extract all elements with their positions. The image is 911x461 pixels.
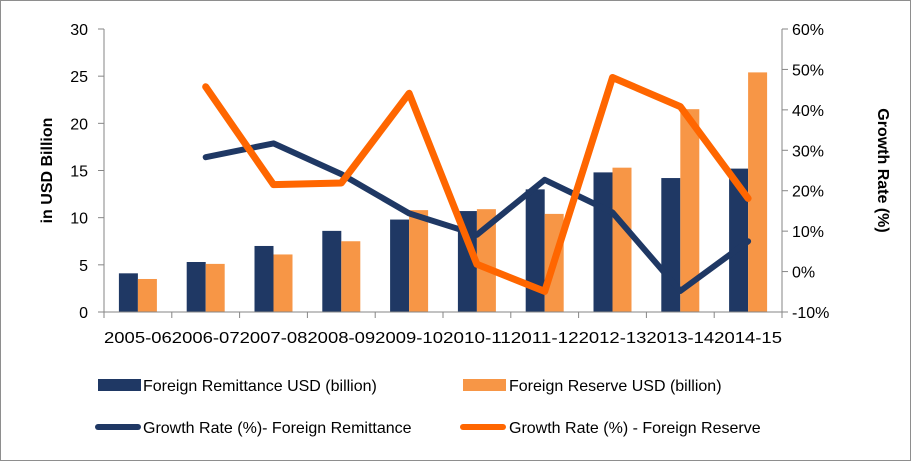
left-tick-label: 25 bbox=[70, 69, 88, 86]
legend-key-1 bbox=[463, 379, 506, 391]
bar-remittance-2005-06 bbox=[118, 273, 138, 312]
bar-remittance-2014-15 bbox=[729, 168, 749, 312]
legend: Foreign Remittance USD (billion) Foreign … bbox=[95, 378, 761, 437]
right-tick-label: 0% bbox=[792, 265, 815, 282]
x-tick-label: 2013-14 bbox=[646, 330, 714, 347]
x-tick-label: 2008-09 bbox=[307, 330, 375, 347]
left-tick-label: 15 bbox=[70, 164, 88, 181]
legend-label-2: Growth Rate (%)- Foreign Remittance bbox=[143, 420, 412, 437]
x-tick-label: 2014-15 bbox=[714, 330, 782, 347]
bar-remittance-2007-08 bbox=[254, 245, 274, 312]
left-tick-label: 5 bbox=[79, 258, 88, 275]
left-tick-label: 0 bbox=[79, 305, 88, 322]
bar-reserve-2005-06 bbox=[137, 278, 157, 312]
legend-label-3: Growth Rate (%) - Foreign Reserve bbox=[509, 420, 761, 437]
x-tick-label: 2011-12 bbox=[511, 330, 579, 347]
bar-remittance-2011-12 bbox=[525, 189, 545, 312]
bar-reserve-2008-09 bbox=[341, 241, 361, 312]
y2-axis-title: Growth Rate (%) bbox=[874, 108, 891, 232]
bar-reserve-2007-08 bbox=[273, 254, 293, 312]
x-tick-label: 2012-13 bbox=[579, 330, 647, 347]
right-tick-label: 50% bbox=[792, 62, 824, 79]
line-growth-remittance bbox=[202, 140, 752, 294]
x-tick-label: 2005-06 bbox=[104, 330, 172, 347]
left-tick-label: 10 bbox=[70, 211, 88, 228]
y-axis-title: in USD Billion bbox=[39, 118, 56, 224]
line-layer bbox=[202, 74, 752, 295]
x-tick-label: 2007-08 bbox=[240, 330, 308, 347]
bar-reserve-2006-07 bbox=[205, 263, 225, 312]
bar-reserve-2012-13 bbox=[612, 167, 632, 312]
bar-reserve-2010-11 bbox=[476, 209, 496, 312]
right-tick-label: 60% bbox=[792, 22, 824, 39]
bar-reserve-2009-10 bbox=[409, 210, 429, 312]
legend-key-0 bbox=[98, 379, 141, 391]
x-tick-label: 2009-10 bbox=[375, 330, 443, 347]
right-tick-label: 40% bbox=[792, 103, 824, 120]
bar-remittance-2008-09 bbox=[322, 230, 342, 312]
left-tick-label: 30 bbox=[70, 22, 88, 39]
legend-label-1: Foreign Reserve USD (billion) bbox=[509, 378, 722, 395]
bar-reserve-2013-14 bbox=[680, 109, 700, 312]
line-growth-reserve bbox=[202, 74, 752, 295]
x-tick-label: 2006-07 bbox=[172, 330, 240, 347]
axes-layer: 0 5 10 15 20 25 30 -10% 0% 10% 20% 30% 40% 50% 60% 2005… bbox=[39, 22, 891, 347]
right-tick-label: 20% bbox=[792, 184, 824, 201]
bar-remittance-2006-07 bbox=[186, 262, 206, 312]
x-tick-label: 2010-11 bbox=[443, 330, 511, 347]
bar-reserve-2014-15 bbox=[748, 72, 768, 312]
right-tick-label: 10% bbox=[792, 224, 824, 241]
bar-remittance-2012-13 bbox=[593, 172, 613, 312]
legend-label-0: Foreign Remittance USD (billion) bbox=[143, 378, 377, 395]
right-tick-label: -10% bbox=[792, 305, 829, 322]
bar-remittance-2009-10 bbox=[390, 219, 410, 312]
left-tick-label: 20 bbox=[70, 116, 88, 133]
right-tick-label: 30% bbox=[792, 143, 824, 160]
